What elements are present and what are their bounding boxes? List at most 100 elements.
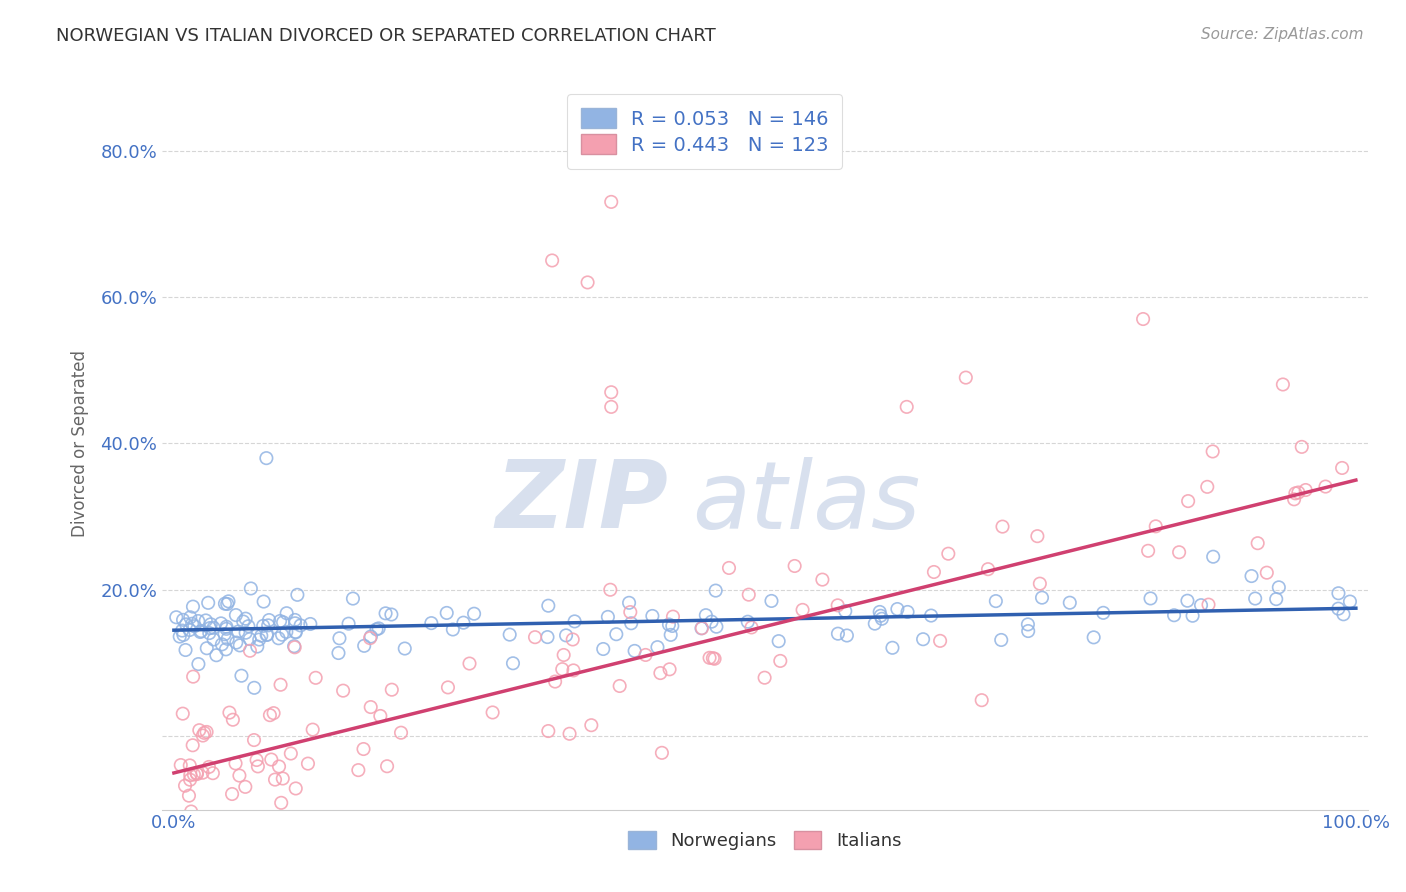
Point — [181, 599, 204, 614]
Point — [869, 605, 891, 619]
Point — [695, 608, 717, 623]
Point — [247, 632, 270, 647]
Point — [301, 723, 323, 737]
Point — [737, 615, 759, 629]
Point — [886, 602, 908, 616]
Point — [215, 620, 238, 634]
Y-axis label: Divorced or Separated: Divorced or Separated — [72, 350, 89, 537]
Point — [211, 637, 233, 651]
Point — [215, 622, 238, 636]
Point — [218, 594, 240, 608]
Point — [1083, 631, 1105, 645]
Point — [243, 681, 266, 695]
Point — [502, 657, 524, 671]
Point — [271, 628, 294, 642]
Point — [537, 599, 560, 613]
Point — [1282, 492, 1305, 507]
Point — [576, 276, 599, 290]
Point — [235, 625, 257, 640]
Point — [827, 599, 849, 613]
Point — [181, 616, 204, 631]
Point — [936, 547, 959, 561]
Point — [658, 662, 681, 676]
Point — [256, 628, 278, 642]
Point — [252, 619, 274, 633]
Point — [239, 644, 262, 658]
Point — [437, 681, 460, 695]
Point — [1031, 591, 1053, 605]
Point — [264, 772, 287, 787]
Point — [214, 597, 236, 611]
Point — [1144, 519, 1167, 533]
Point — [436, 606, 458, 620]
Point — [561, 632, 583, 647]
Point — [869, 608, 891, 623]
Point — [225, 635, 247, 649]
Point — [183, 817, 205, 831]
Point — [359, 631, 381, 645]
Point — [271, 615, 294, 630]
Point — [600, 385, 623, 400]
Point — [1017, 624, 1039, 638]
Point — [239, 632, 262, 646]
Point — [1265, 592, 1288, 607]
Point — [183, 767, 205, 781]
Point — [374, 607, 396, 621]
Point — [172, 706, 194, 721]
Point — [328, 646, 350, 660]
Point — [1244, 591, 1267, 606]
Point — [284, 613, 307, 627]
Point — [1247, 536, 1270, 550]
Point — [717, 561, 740, 575]
Point — [283, 639, 305, 653]
Point — [1271, 377, 1294, 392]
Point — [1331, 461, 1354, 475]
Point — [195, 817, 218, 831]
Point — [245, 753, 267, 767]
Point — [389, 725, 412, 739]
Point — [609, 679, 631, 693]
Point — [955, 370, 977, 384]
Point — [253, 594, 276, 608]
Point — [1291, 440, 1313, 454]
Point — [623, 644, 645, 658]
Point — [360, 630, 382, 644]
Point — [599, 582, 621, 597]
Point — [1163, 608, 1185, 623]
Point — [169, 630, 191, 644]
Point — [896, 400, 918, 414]
Point — [174, 643, 197, 657]
Point — [1137, 543, 1160, 558]
Point — [186, 767, 208, 781]
Point — [229, 639, 252, 653]
Point — [225, 756, 247, 771]
Point — [990, 632, 1012, 647]
Point — [564, 615, 586, 629]
Point — [276, 624, 298, 639]
Point — [658, 617, 681, 632]
Text: ZIP: ZIP — [495, 456, 668, 548]
Point — [217, 632, 239, 646]
Point — [172, 628, 194, 642]
Point — [929, 633, 952, 648]
Point — [347, 763, 370, 777]
Point — [699, 650, 721, 665]
Point — [882, 640, 904, 655]
Point — [524, 630, 547, 644]
Point — [170, 758, 193, 772]
Point — [651, 746, 673, 760]
Point — [536, 630, 558, 644]
Point — [217, 597, 239, 611]
Point — [1092, 606, 1115, 620]
Point — [222, 713, 245, 727]
Point — [297, 756, 319, 771]
Point — [661, 619, 683, 633]
Text: NORWEGIAN VS ITALIAN DIVORCED OR SEPARATED CORRELATION CHART: NORWEGIAN VS ITALIAN DIVORCED OR SEPARAT… — [56, 27, 716, 45]
Point — [1181, 608, 1204, 623]
Point — [179, 772, 201, 787]
Point — [562, 664, 585, 678]
Point — [619, 605, 641, 619]
Point — [276, 606, 298, 620]
Point — [342, 591, 364, 606]
Point — [239, 582, 262, 596]
